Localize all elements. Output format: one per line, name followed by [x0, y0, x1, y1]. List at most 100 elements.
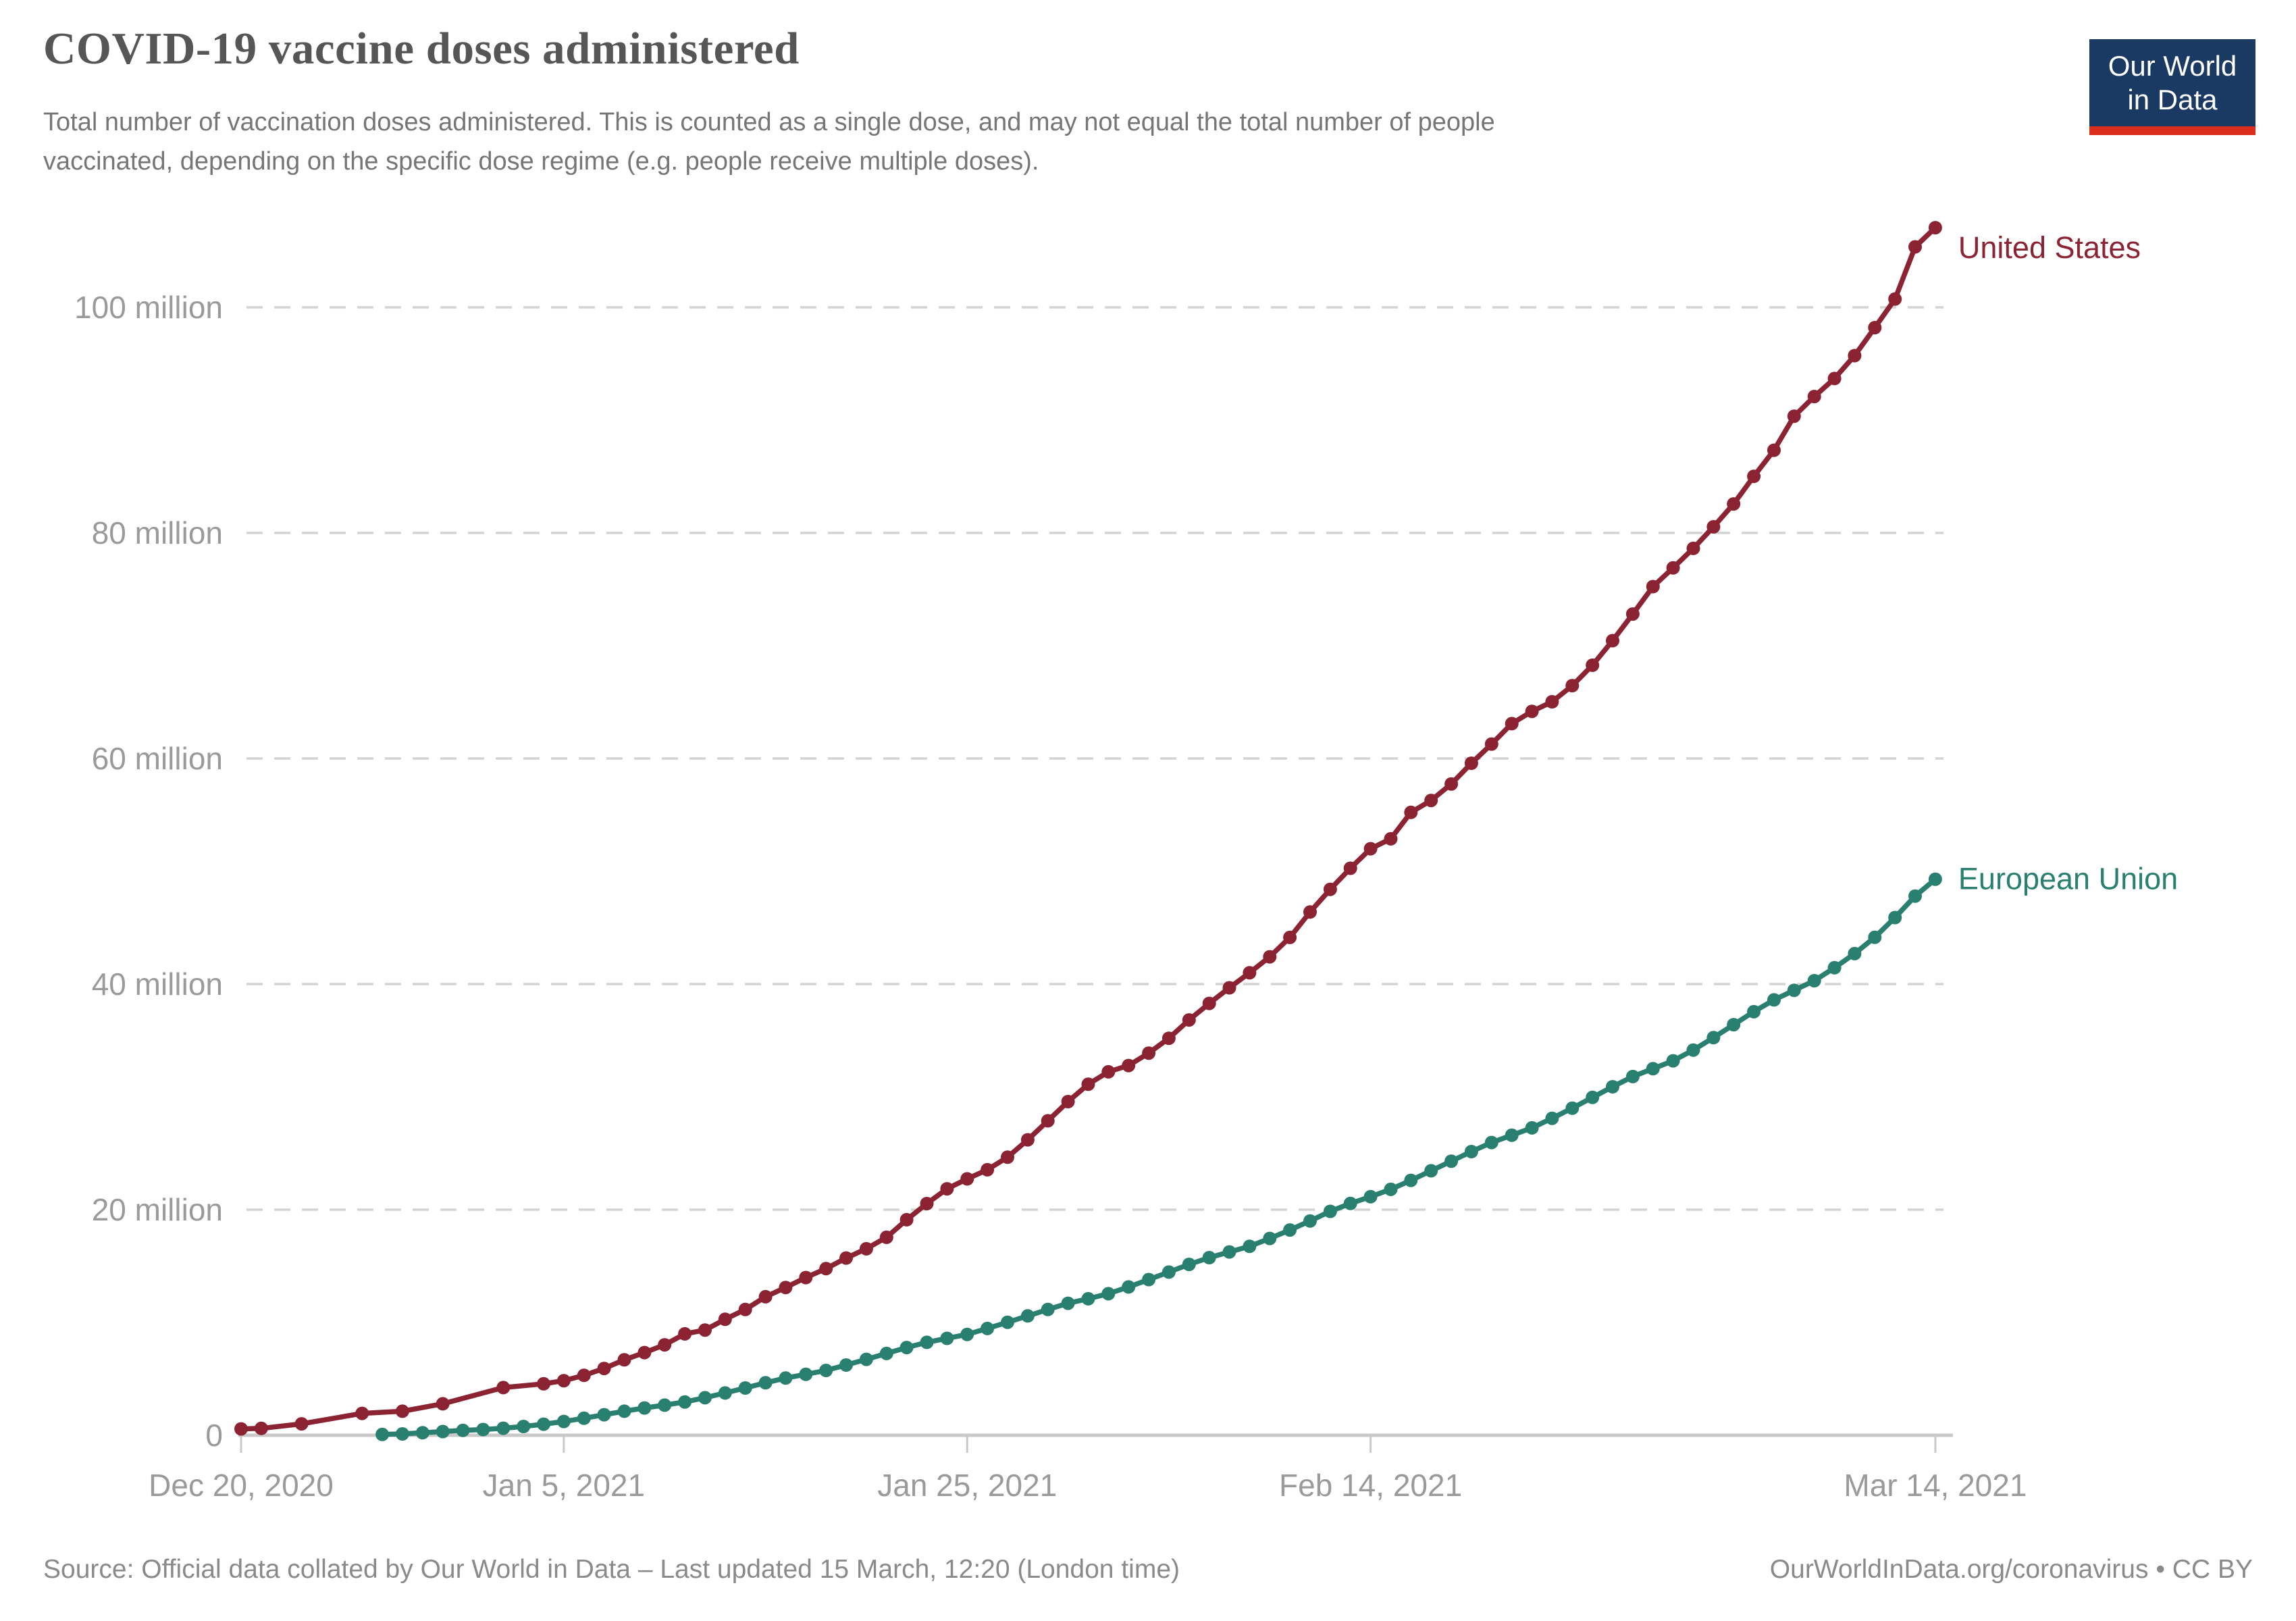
- series-point-european-union: [1464, 1145, 1478, 1158]
- series-point-european-union: [1323, 1204, 1337, 1218]
- series-point-european-union: [1020, 1309, 1035, 1323]
- series-point-united-states: [1061, 1095, 1075, 1108]
- series-point-european-union: [960, 1327, 974, 1341]
- series-point-united-states: [758, 1289, 773, 1304]
- chart-subtitle: Total number of vaccination doses admini…: [43, 103, 1495, 181]
- series-point-united-states: [799, 1270, 813, 1285]
- series-point-european-union: [415, 1426, 429, 1440]
- series-point-united-states: [879, 1230, 893, 1244]
- series-point-united-states: [1848, 349, 1862, 363]
- series-point-european-union: [658, 1398, 672, 1412]
- y-tick-label: 20 million: [92, 1192, 223, 1227]
- y-tick-label: 80 million: [92, 515, 223, 550]
- series-point-united-states: [496, 1381, 511, 1395]
- series-point-european-union: [1525, 1121, 1539, 1135]
- series-point-european-union: [1061, 1296, 1075, 1310]
- series-point-european-union: [1243, 1239, 1257, 1254]
- series-point-european-union: [1162, 1265, 1176, 1279]
- series-point-united-states: [1747, 469, 1761, 484]
- series-point-united-states: [899, 1212, 914, 1227]
- series-point-united-states: [718, 1312, 732, 1327]
- series-point-european-union: [1263, 1231, 1277, 1245]
- series-point-united-states: [1041, 1114, 1055, 1128]
- series-point-european-union: [1202, 1251, 1216, 1264]
- series-point-united-states: [779, 1281, 793, 1295]
- series-point-european-union: [1666, 1054, 1680, 1068]
- series-point-european-union: [1767, 993, 1781, 1007]
- y-tick-label: 60 million: [92, 741, 223, 776]
- series-point-european-union: [1484, 1135, 1498, 1150]
- series-point-united-states: [1020, 1133, 1035, 1147]
- series-point-european-union: [738, 1381, 752, 1395]
- series-point-european-union: [456, 1423, 470, 1437]
- series-point-european-union: [1424, 1164, 1438, 1178]
- source-note: Source: Official data collated by Our Wo…: [43, 1555, 1180, 1584]
- series-point-european-union: [517, 1420, 531, 1433]
- series-point-united-states: [1303, 905, 1317, 919]
- series-point-united-states: [1001, 1150, 1014, 1164]
- series-point-united-states: [698, 1323, 712, 1337]
- series-point-european-union: [1868, 930, 1882, 944]
- series-point-united-states: [1888, 292, 1902, 306]
- series-label-european-union[interactable]: European Union: [1958, 862, 2178, 896]
- series-point-european-union: [1908, 889, 1922, 903]
- series-point-european-union: [899, 1341, 914, 1355]
- series-point-european-union: [718, 1386, 732, 1400]
- series-point-united-states: [658, 1338, 672, 1352]
- series-point-european-union: [537, 1417, 550, 1431]
- series-point-european-union: [1727, 1018, 1741, 1032]
- y-tick-label: 100 million: [74, 290, 223, 325]
- series-point-united-states: [1222, 981, 1236, 995]
- series-line-united-states: [238, 225, 1938, 1432]
- series-point-united-states: [1363, 842, 1378, 856]
- series-point-united-states: [1807, 390, 1821, 404]
- series-label-united-states[interactable]: United States: [1958, 230, 2141, 265]
- series-point-united-states: [738, 1302, 752, 1316]
- series-point-european-union: [617, 1404, 631, 1418]
- series-point-united-states: [1505, 717, 1519, 731]
- series-point-united-states: [1101, 1064, 1116, 1079]
- series-point-united-states: [981, 1162, 995, 1177]
- series-point-european-union: [1827, 960, 1842, 975]
- series-point-european-union: [1928, 872, 1942, 886]
- series-point-united-states: [1545, 695, 1559, 709]
- series-point-european-union: [496, 1421, 511, 1435]
- series-point-united-states: [1202, 996, 1216, 1010]
- x-tick-label: Dec 20, 2020: [149, 1468, 334, 1503]
- series-point-united-states: [577, 1368, 591, 1383]
- footer-link[interactable]: OurWorldInData.org/coronavirus • CC BY: [1769, 1555, 2253, 1584]
- series-point-united-states: [597, 1362, 611, 1376]
- series-point-united-states: [1323, 882, 1337, 896]
- series-point-european-union: [1848, 946, 1862, 960]
- series-point-european-union: [1283, 1223, 1297, 1237]
- series-point-united-states: [254, 1421, 268, 1435]
- x-tick-label: Feb 14, 2021: [1279, 1468, 1462, 1503]
- series-point-european-union: [1343, 1196, 1357, 1210]
- series-point-united-states: [960, 1172, 974, 1186]
- x-tick-label: Jan 25, 2021: [877, 1468, 1057, 1503]
- series-point-united-states: [1283, 930, 1297, 944]
- series-point-united-states: [1162, 1031, 1176, 1046]
- series-point-united-states: [1384, 831, 1398, 846]
- series-point-european-union: [779, 1371, 793, 1385]
- series-point-european-union: [1384, 1182, 1398, 1196]
- owid-logo[interactable]: Our World in Data: [2089, 39, 2255, 135]
- series-point-united-states: [1706, 520, 1721, 534]
- subtitle-line-1: Total number of vaccination doses admini…: [43, 108, 1495, 136]
- series-point-united-states: [1404, 805, 1418, 819]
- series-point-united-states: [1182, 1013, 1196, 1027]
- series-point-united-states: [1243, 966, 1257, 980]
- series-point-european-union: [436, 1424, 450, 1439]
- series-point-european-union: [577, 1411, 591, 1425]
- series-point-european-union: [1565, 1101, 1580, 1115]
- series-point-united-states: [839, 1251, 853, 1265]
- series-point-united-states: [1908, 240, 1922, 254]
- series-point-european-union: [1001, 1315, 1014, 1329]
- series-point-united-states: [1868, 321, 1882, 335]
- series-point-united-states: [819, 1262, 833, 1276]
- series-point-united-states: [1263, 950, 1277, 964]
- series-point-european-union: [1706, 1031, 1721, 1045]
- series-point-united-states: [859, 1241, 873, 1256]
- series-point-european-union: [879, 1346, 893, 1360]
- series-point-united-states: [1081, 1077, 1095, 1091]
